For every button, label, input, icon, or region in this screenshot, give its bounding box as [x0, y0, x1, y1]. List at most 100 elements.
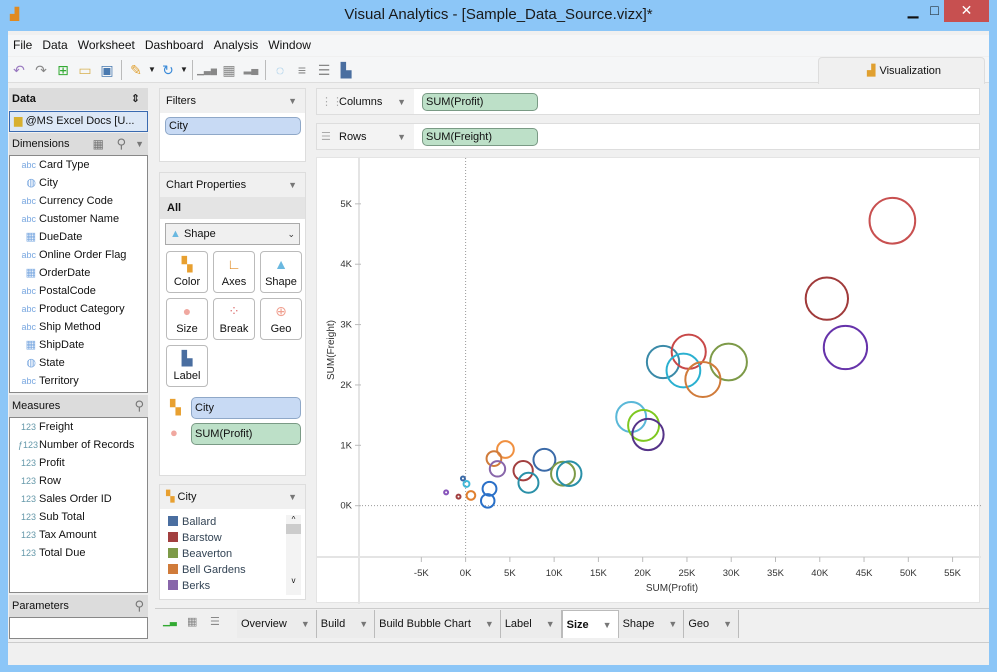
menu-analysis[interactable]: Analysis	[213, 38, 259, 52]
sheet-tab[interactable]: Build ▼	[316, 610, 376, 638]
undo-icon[interactable]: ↶	[13, 62, 25, 78]
size-pill-profit[interactable]: SUM(Profit)	[191, 423, 301, 445]
label-button[interactable]: ▙ Label	[166, 345, 208, 387]
chevron-down-icon[interactable]: ▼	[397, 97, 406, 107]
measure-item[interactable]: 123 Sales Order ID	[10, 490, 147, 508]
menu-dashboard[interactable]: Dashboard	[144, 38, 204, 52]
search-icon[interactable]: ⚲	[134, 598, 144, 613]
chevron-down-icon[interactable]: ▼	[484, 619, 494, 629]
table-icon[interactable]: ▦	[92, 137, 104, 151]
menu-window[interactable]: Window	[268, 38, 311, 52]
dimension-item[interactable]: abc Product Category	[10, 300, 147, 318]
sheet-tab[interactable]: Label ▼	[500, 610, 562, 638]
search-icon[interactable]: ⚲	[116, 136, 126, 151]
scroll-up-icon[interactable]: ^	[291, 515, 296, 524]
chart-icon[interactable]: ▂▄	[243, 64, 259, 75]
legend-item[interactable]: Berks	[168, 578, 305, 594]
refresh-icon[interactable]: ↻	[162, 62, 174, 78]
add-sheet-icon[interactable]: ▁▃	[163, 616, 177, 626]
scroll-thumb[interactable]	[286, 524, 301, 534]
legend-item[interactable]: Beaverton	[168, 546, 305, 562]
bubble-chart[interactable]: -5K 0K 5K 10K 15K 20K 25K 30K 35K 40K 45K 50K 55K 0K 1…	[317, 158, 981, 604]
dimension-item[interactable]: ▦ ShipDate	[10, 336, 147, 354]
dimension-item[interactable]: abc Card Type	[10, 156, 147, 174]
menu-file[interactable]: File	[13, 38, 33, 52]
sheet-tab[interactable]: Shape ▼	[618, 610, 685, 638]
data-source[interactable]: ▆ @MS Excel Docs [U...	[9, 111, 148, 132]
dimension-item[interactable]: ◍ State	[10, 354, 147, 372]
columns-pill-profit[interactable]: SUM(Profit)	[422, 93, 538, 111]
parameters-list[interactable]	[9, 617, 148, 639]
chevron-down-icon[interactable]: ▼	[397, 132, 406, 142]
scroll-down-icon[interactable]: v	[291, 576, 296, 585]
dimension-item[interactable]: ◍ City	[10, 174, 147, 192]
save-icon[interactable]: ▣	[100, 62, 114, 78]
chevron-down-icon[interactable]: ▼	[545, 619, 555, 629]
measure-item[interactable]: 123 Sub Total	[10, 508, 147, 526]
measure-item[interactable]: 123 Profit	[10, 454, 147, 472]
mark-type-select[interactable]: ▲ Shape ⌄	[165, 223, 300, 245]
color-button[interactable]: ▚ Color	[166, 251, 208, 293]
break-button[interactable]: ⁘ Break	[213, 298, 255, 340]
add-table-icon[interactable]: ▦	[222, 62, 236, 78]
chevron-down-icon[interactable]: ▼	[300, 619, 310, 629]
chevron-down-icon[interactable]: ▼	[602, 619, 612, 630]
axes-button[interactable]: ∟ Axes	[213, 251, 255, 293]
sheet-tab[interactable]: Geo ▼	[684, 610, 740, 638]
size-button[interactable]: ● Size	[166, 298, 208, 340]
redo-icon[interactable]: ↷	[35, 62, 47, 78]
dimension-item[interactable]: abc Online Order Flag	[10, 246, 147, 264]
rows-pill-freight[interactable]: SUM(Freight)	[422, 128, 538, 146]
sort-desc-icon[interactable]: ☰	[317, 62, 331, 78]
label-icon[interactable]: ▙	[340, 62, 352, 78]
menu-worksheet[interactable]: Worksheet	[77, 38, 135, 52]
minimize-button[interactable]: ▁	[907, 2, 919, 18]
measure-item[interactable]: 123 Total Due	[10, 544, 147, 562]
chevron-down-icon[interactable]: ▼	[135, 139, 144, 149]
dimension-item[interactable]: ▦ DueDate	[10, 228, 147, 246]
dropdown-icon[interactable]: ▼	[180, 65, 188, 74]
dropdown-icon[interactable]: ▼	[148, 65, 156, 74]
measure-item[interactable]: 123 Tax Amount	[10, 526, 147, 544]
chevron-down-icon[interactable]: ▼	[288, 180, 297, 190]
legend-scrollbar[interactable]: ^ v	[286, 515, 301, 595]
add-chart-icon[interactable]: ▁▃▅	[197, 65, 217, 75]
legend-item[interactable]: Bell Gardens	[168, 562, 305, 578]
dimension-item[interactable]: abc Ship Method	[10, 318, 147, 336]
sheet-list-icon[interactable]: ☰	[210, 616, 220, 628]
shape-button[interactable]: ▲ Shape	[260, 251, 302, 293]
legend-item[interactable]: Ballard	[168, 514, 305, 530]
measure-item[interactable]: 123 Freight	[10, 418, 147, 436]
chevron-down-icon[interactable]: ▼	[723, 619, 733, 629]
chevron-down-icon[interactable]: ▼	[668, 619, 678, 629]
chevron-down-icon[interactable]: ▼	[288, 96, 297, 106]
visualization-tab[interactable]: ▟ Visualization	[818, 57, 985, 84]
close-button[interactable]: ✕	[944, 0, 989, 22]
dimension-item[interactable]: abc Currency Code	[10, 192, 147, 210]
color-pill-city[interactable]: City	[191, 397, 301, 419]
lasso-icon[interactable]: ◌	[275, 62, 285, 78]
dimension-item[interactable]: ▦ OrderDate	[10, 264, 147, 282]
new-icon[interactable]: ⊞	[57, 62, 69, 78]
menu-data[interactable]: Data	[42, 38, 68, 52]
connect-icon[interactable]: ✎	[130, 62, 142, 78]
sort-asc-icon[interactable]: ≡	[297, 62, 307, 78]
filter-pill-city[interactable]: City	[165, 117, 301, 135]
dimension-item[interactable]: abc PostalCode	[10, 282, 147, 300]
chevron-down-icon[interactable]: ▼	[288, 492, 297, 502]
sort-icon[interactable]: ⇕	[130, 93, 140, 105]
maximize-button[interactable]: □	[930, 2, 939, 18]
open-icon[interactable]: ▭	[78, 62, 92, 78]
dimension-item[interactable]: abc Territory	[10, 372, 147, 390]
geo-button[interactable]: ⊕ Geo	[260, 298, 302, 340]
search-icon[interactable]: ⚲	[134, 398, 144, 413]
dimension-item[interactable]: abc Customer Name	[10, 210, 147, 228]
legend-item[interactable]: Barstow	[168, 530, 305, 546]
add-dashboard-icon[interactable]: ▦	[187, 616, 198, 628]
measure-item[interactable]: ƒ123Number of Records	[10, 436, 147, 454]
measure-item[interactable]: 123 Row	[10, 472, 147, 490]
sheet-tab[interactable]: Build Bubble Chart ▼	[375, 610, 501, 638]
sheet-tab[interactable]: Overview ▼	[237, 610, 317, 638]
chevron-down-icon[interactable]: ▼	[359, 619, 369, 629]
sheet-tab[interactable]: Size ▼	[561, 610, 619, 638]
